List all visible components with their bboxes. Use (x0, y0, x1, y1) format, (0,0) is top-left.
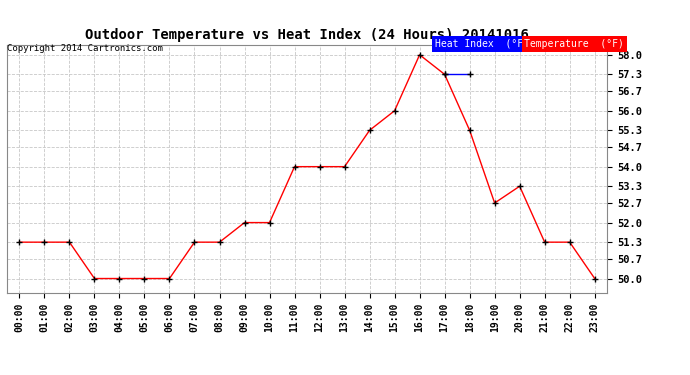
Text: Copyright 2014 Cartronics.com: Copyright 2014 Cartronics.com (7, 44, 163, 52)
Title: Outdoor Temperature vs Heat Index (24 Hours) 20141016: Outdoor Temperature vs Heat Index (24 Ho… (85, 28, 529, 42)
Text: Heat Index  (°F): Heat Index (°F) (435, 39, 529, 49)
Text: Temperature  (°F): Temperature (°F) (524, 39, 624, 49)
